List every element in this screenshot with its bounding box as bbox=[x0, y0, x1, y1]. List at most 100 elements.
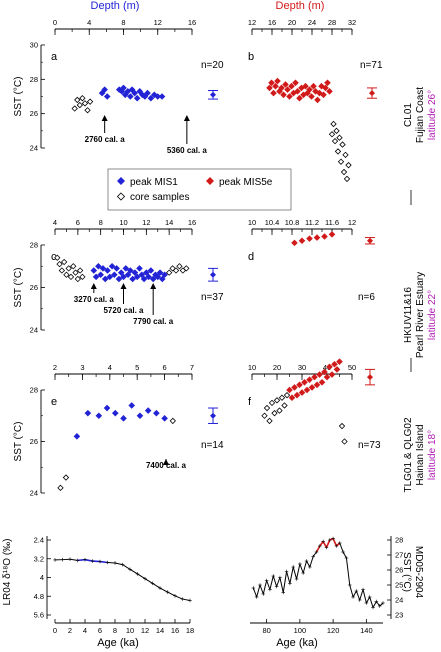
mis1-point bbox=[136, 412, 144, 420]
series-point-MD05-2904 bbox=[341, 550, 345, 554]
top-axis-tick-label-c: 6 bbox=[76, 218, 80, 227]
y-axis-tick-label-a: 30 bbox=[30, 41, 38, 50]
core-sample-point bbox=[334, 148, 342, 155]
series-segment-MD05-2904 bbox=[352, 590, 357, 598]
mis5e-point bbox=[328, 231, 336, 238]
core-sample-point bbox=[273, 397, 281, 404]
series-segment-LR04 bbox=[137, 573, 146, 580]
series-point-LR04 bbox=[188, 598, 192, 603]
mean-marker-e bbox=[210, 412, 216, 419]
series-point-MD05-2904 bbox=[258, 583, 262, 587]
series-point-MD05-2904 bbox=[351, 595, 355, 599]
panel-c: 4 6 8 10 12 14 16 24 26 28 SST (°C) c n=37 3270 cal. … bbox=[13, 218, 224, 335]
series-segment-MD05-2904 bbox=[355, 590, 361, 601]
series-point-LR04 bbox=[83, 557, 87, 562]
top-axis-tick-label-d: 11.6 bbox=[325, 218, 339, 227]
series-point-MD05-2904 bbox=[288, 581, 292, 586]
mis1-point bbox=[153, 409, 160, 417]
top-axis-tick-label-e: 5 bbox=[135, 363, 139, 372]
series-point-MD05-2904 bbox=[274, 584, 279, 589]
legend-core-label: core samples bbox=[130, 192, 189, 203]
top-axis-tick-label-d: 10.4 bbox=[265, 218, 280, 227]
series-segment-MD05-2904 bbox=[362, 589, 367, 604]
mis1-point bbox=[127, 93, 134, 100]
top-axis-tick-label-c: 8 bbox=[99, 218, 103, 227]
series-segment-MD05-2904 bbox=[296, 563, 301, 580]
n-label-f: n=73 bbox=[358, 440, 381, 451]
n-label-e: n=14 bbox=[201, 440, 224, 451]
series-point-LR04 bbox=[98, 559, 102, 564]
mis1-point bbox=[124, 271, 132, 279]
mis5e-point bbox=[286, 93, 293, 100]
y-axis-tick-label-LR04: 5.6 bbox=[34, 611, 44, 620]
legend-mis5e-marker bbox=[206, 177, 214, 185]
series-segment-MD05-2904 bbox=[342, 551, 347, 559]
y-axis-tick-label-MD05-2904: 26 bbox=[395, 566, 403, 575]
core-sample-point bbox=[337, 158, 345, 165]
mis1-point bbox=[111, 409, 119, 417]
series-segment-MD05-2904 bbox=[286, 571, 291, 584]
series-point-MD05-2904 bbox=[278, 575, 282, 580]
series-point-MD05-2904 bbox=[254, 595, 259, 599]
top-axis-tick-label-b: 32 bbox=[348, 18, 356, 27]
mis1-point bbox=[147, 267, 155, 274]
series-segment-LR04 bbox=[174, 595, 183, 600]
panel-letter-b: b bbox=[248, 51, 254, 63]
mis1-point bbox=[128, 402, 136, 409]
core-sample-point bbox=[86, 98, 94, 105]
site-label-hkuv: HKUV11&16 Pearl River Estuary latitude 2… bbox=[403, 272, 438, 358]
core-sample-point bbox=[176, 263, 183, 270]
panel-d: 10 10.4 10.8 11.2 11.6 12 d n=6 bbox=[248, 218, 376, 303]
top-axis-tick-label-d: 12 bbox=[348, 218, 356, 227]
mis1-point bbox=[84, 409, 92, 417]
panel-letter-c: c bbox=[51, 251, 57, 263]
y-axis-tick-label-c: 24 bbox=[30, 326, 38, 335]
series-point-MD05-2904 bbox=[324, 545, 329, 550]
mis5e-point bbox=[294, 88, 301, 95]
n-label-a: n=20 bbox=[201, 60, 224, 71]
annotation-label-c: 3270 cal. a bbox=[74, 295, 115, 304]
core-sample-point bbox=[54, 254, 61, 261]
x-axis-tick-label-LR04: 6 bbox=[98, 626, 102, 635]
series-point-MD05-2904 bbox=[301, 571, 305, 575]
legend-mis1-label: peak MIS1 bbox=[130, 177, 178, 188]
series-point-MD05-2904 bbox=[264, 578, 269, 583]
md05-xlabel: Age (ka) bbox=[276, 637, 318, 649]
annotation-label-a: 2760 cal. a bbox=[85, 135, 126, 144]
mis1-point bbox=[99, 265, 107, 272]
site-core-cl01: CL01 bbox=[403, 103, 414, 127]
core-sample-point bbox=[166, 269, 173, 276]
mis5e-point bbox=[291, 384, 298, 391]
mis1-point bbox=[158, 93, 166, 100]
core-sample-point bbox=[342, 151, 349, 159]
annotation-label-a: 5360 cal. a bbox=[167, 146, 208, 155]
series-segment-LR04 bbox=[159, 587, 168, 593]
mis1-point bbox=[136, 265, 143, 272]
annotation-arrowhead-e bbox=[162, 459, 169, 465]
site-region-cl01: Fujian Coast bbox=[415, 87, 426, 143]
top-axis-tick-label-d: 10 bbox=[248, 218, 256, 227]
core-sample-point bbox=[67, 273, 75, 281]
series-point-LR04 bbox=[150, 581, 155, 586]
panel-LR04: 0 2 4 6 8 10 12 14 16 18 2.4 3.2 4 4.8 5.6 bbox=[34, 536, 195, 636]
core-sample-point bbox=[57, 484, 64, 492]
core-sample-point bbox=[169, 265, 176, 272]
core-sample-point bbox=[283, 391, 291, 399]
series-point-MD05-2904 bbox=[374, 599, 379, 604]
x-axis-tick-label-LR04: 16 bbox=[171, 626, 179, 635]
series-segment-MD05-2904 bbox=[279, 577, 284, 593]
series-segment-MD05-2904 bbox=[315, 545, 321, 553]
mis5e-point bbox=[296, 381, 303, 389]
top-axis-tick-label-a: 12 bbox=[154, 18, 162, 27]
core-sample-point bbox=[343, 175, 351, 183]
mis5e-point bbox=[306, 376, 313, 383]
mis1-point bbox=[92, 273, 100, 281]
series-point-LR04 bbox=[120, 562, 125, 567]
top-axis-tick-label-b: 12 bbox=[248, 18, 256, 27]
x-axis-tick-label-MD05-2904: 80 bbox=[262, 626, 270, 635]
mis5e-point bbox=[318, 378, 326, 386]
mean-marker-a bbox=[210, 91, 216, 98]
series-point-MD05-2904 bbox=[291, 565, 296, 569]
legend-mis5e-label: peak MIS5e bbox=[219, 177, 273, 188]
series-segment-MD05-2904 bbox=[335, 542, 341, 547]
